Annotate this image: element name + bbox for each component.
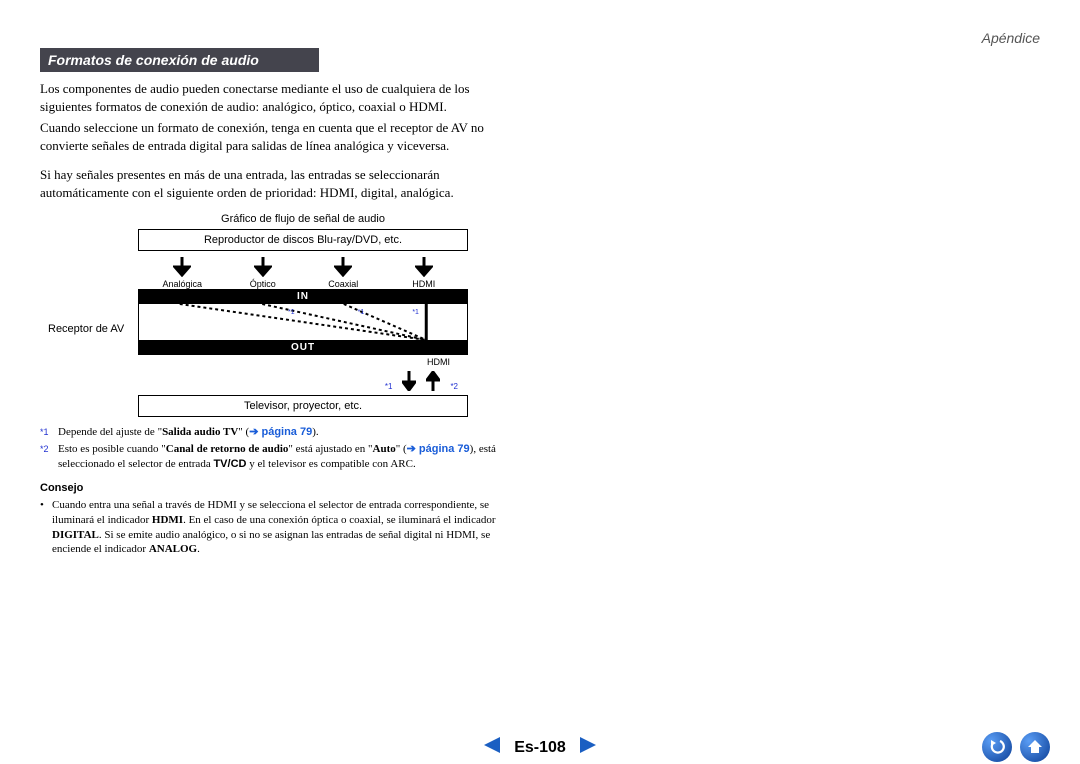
- svg-text:*1: *1: [288, 309, 295, 316]
- para-1: Los componentes de audio pueden conectar…: [40, 80, 520, 115]
- fn-text: " (: [396, 443, 407, 455]
- next-page-button[interactable]: [578, 737, 596, 758]
- para-2: Cuando seleccione un formato de conexión…: [40, 119, 520, 154]
- col-label: Analógica: [142, 279, 223, 289]
- footnotes: *1 Depende del ajuste de "Salida audio T…: [40, 425, 520, 472]
- fn-bold: TV/CD: [213, 458, 246, 470]
- arrow-down-icon: [223, 257, 304, 277]
- footnote-num-1: *1: [40, 425, 58, 440]
- svg-text:*1: *1: [358, 309, 365, 316]
- page-footer: Es-108: [0, 737, 1080, 758]
- hdmi-out-label: HDMI: [138, 357, 468, 367]
- footnote-1: Depende del ajuste de "Salida audio TV" …: [58, 425, 520, 440]
- fn-text: Depende del ajuste de ": [58, 426, 162, 438]
- svg-text:*1: *1: [412, 309, 419, 316]
- arrow-down-icon: [402, 371, 416, 391]
- dest-box: Televisor, proyector, etc.: [138, 395, 468, 417]
- page-number: Es-108: [514, 739, 566, 756]
- tip-heading: Consejo: [40, 482, 1040, 494]
- tip-text: Cuando entra una señal a través de HDMI …: [52, 498, 520, 557]
- footnote-2: Esto es posible cuando "Canal de retorno…: [58, 442, 520, 472]
- prev-page-button[interactable]: [484, 737, 502, 758]
- col-label: Óptico: [223, 279, 304, 289]
- source-box: Reproductor de discos Blu-ray/DVD, etc.: [138, 229, 468, 251]
- col-label: Coaxial: [303, 279, 384, 289]
- star-1: *1: [385, 382, 393, 391]
- receptor-label: Receptor de AV: [48, 323, 124, 335]
- signal-flow-diagram: Receptor de AV Gráfico de flujo de señal…: [138, 213, 468, 417]
- arrow-down-icon: [384, 257, 465, 277]
- tip-bold: HDMI: [152, 514, 183, 526]
- fn-text: Esto es posible cuando ": [58, 443, 166, 455]
- fn-bold: Salida audio TV: [162, 426, 238, 438]
- fn-text: " (: [238, 426, 249, 438]
- in-bar: IN: [138, 289, 468, 304]
- section-title: Formatos de conexión de audio: [40, 48, 319, 72]
- home-button[interactable]: [1020, 732, 1050, 762]
- fn-text: ).: [312, 426, 318, 438]
- fn-bold: Canal de retorno de audio: [166, 443, 289, 455]
- appendix-label: Apéndice: [982, 30, 1040, 46]
- fn-text: " está ajustado en ": [288, 443, 372, 455]
- arrow-down-icon: [142, 257, 223, 277]
- tip-list: • Cuando entra una señal a través de HDM…: [40, 498, 520, 557]
- routing-box: *1 *1 *1: [138, 304, 468, 340]
- page-link[interactable]: ➔ página 79: [249, 426, 312, 438]
- column-labels: Analógica Óptico Coaxial HDMI: [138, 279, 468, 289]
- para-3: Si hay señales presentes en más de una e…: [40, 166, 520, 201]
- diagram-title: Gráfico de flujo de señal de audio: [48, 213, 558, 225]
- col-label: HDMI: [384, 279, 465, 289]
- arrow-up-icon: [426, 371, 440, 391]
- tip-bold: DIGITAL: [52, 529, 99, 541]
- star-2: *2: [450, 382, 458, 391]
- fn-bold: Auto: [373, 443, 396, 455]
- arrows-source-down: [138, 257, 468, 277]
- page-link[interactable]: ➔ página 79: [407, 443, 470, 455]
- tip-span: . Si se emite audio analógico, o si no s…: [52, 529, 490, 556]
- fn-text: y el televisor es compatible con ARC.: [246, 458, 415, 470]
- tip-bold: ANALOG: [149, 543, 197, 555]
- back-button[interactable]: [982, 732, 1012, 762]
- footnote-num-2: *2: [40, 442, 58, 472]
- tip-span: . En el caso de una conexión óptica o co…: [183, 514, 495, 526]
- tip-span: .: [197, 543, 200, 555]
- arrow-down-icon: [303, 257, 384, 277]
- arrows-out: *1 *2: [138, 371, 468, 391]
- bullet: •: [40, 498, 52, 557]
- out-bar: OUT: [138, 340, 468, 355]
